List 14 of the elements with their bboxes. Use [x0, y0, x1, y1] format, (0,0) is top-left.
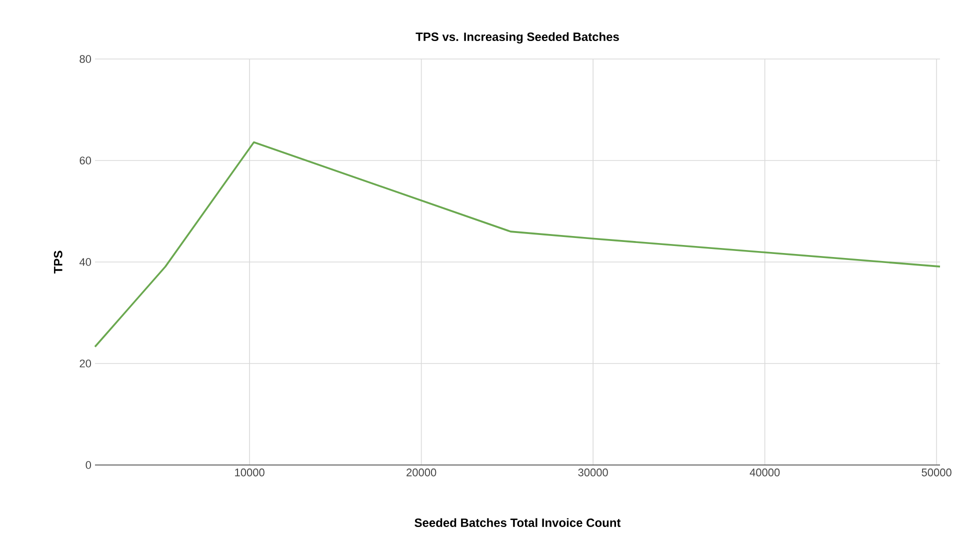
y-tick-label: 40 — [79, 258, 92, 266]
x-tick-label: 10000 — [235, 468, 264, 476]
y-tick-label: 0 — [86, 461, 92, 469]
line-series — [94, 141, 941, 348]
chart-title: TPS vs. Increasing Seeded Batches — [416, 32, 619, 44]
y-tick-label: 80 — [80, 55, 92, 63]
y-tick-label: 20 — [80, 360, 92, 368]
y-axis-title: TPS — [54, 250, 62, 274]
x-tick-label: 20000 — [406, 468, 436, 476]
x-tick-label: 40000 — [750, 468, 780, 476]
y-tick-label: 60 — [80, 156, 92, 164]
x-tick-label: 50000 — [922, 468, 952, 476]
x-tick-label: 30000 — [578, 468, 608, 476]
x-axis-title: Seeded Batches Total Invoice Count — [414, 518, 621, 527]
